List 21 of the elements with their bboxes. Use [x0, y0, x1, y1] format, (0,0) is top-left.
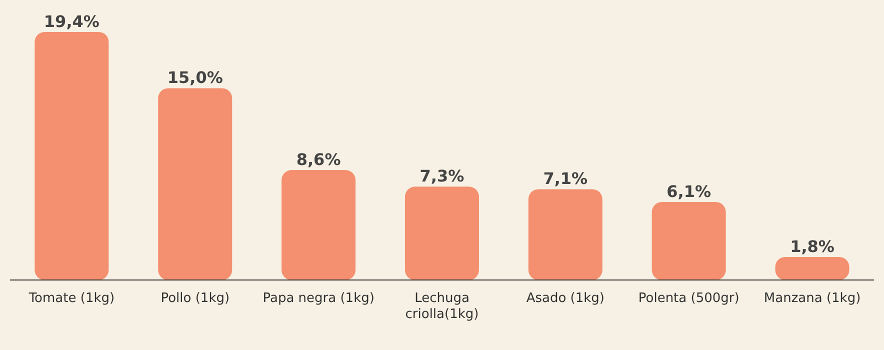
bar [528, 189, 602, 280]
bar [652, 202, 726, 280]
bar [282, 170, 356, 280]
data-label: 19,4% [44, 12, 100, 31]
bar [404, 186, 479, 280]
x-tick-label: Tomate (1kg) [28, 291, 115, 306]
data-label: 15,0% [167, 68, 223, 88]
bar [158, 88, 232, 280]
data-label: 7,3% [420, 166, 464, 186]
x-tick-label: Asado (1kg) [526, 291, 605, 306]
x-tick-label: Pollo (1kg) [160, 291, 230, 306]
x-tick-label: Lechuga criolla(1kg) [405, 291, 479, 322]
data-label: 6,1% [666, 182, 712, 202]
x-tick-label: Polenta (500gr) [638, 291, 740, 306]
data-label: 1,8% [790, 236, 834, 256]
x-tick-label: Manzana (1kg) [764, 291, 861, 306]
x-tick-label: Papa negra (1kg) [262, 291, 374, 306]
bar [34, 32, 109, 280]
data-label: 7,1% [543, 169, 588, 188]
data-label: 8,6% [296, 150, 341, 170]
bar [775, 256, 850, 280]
